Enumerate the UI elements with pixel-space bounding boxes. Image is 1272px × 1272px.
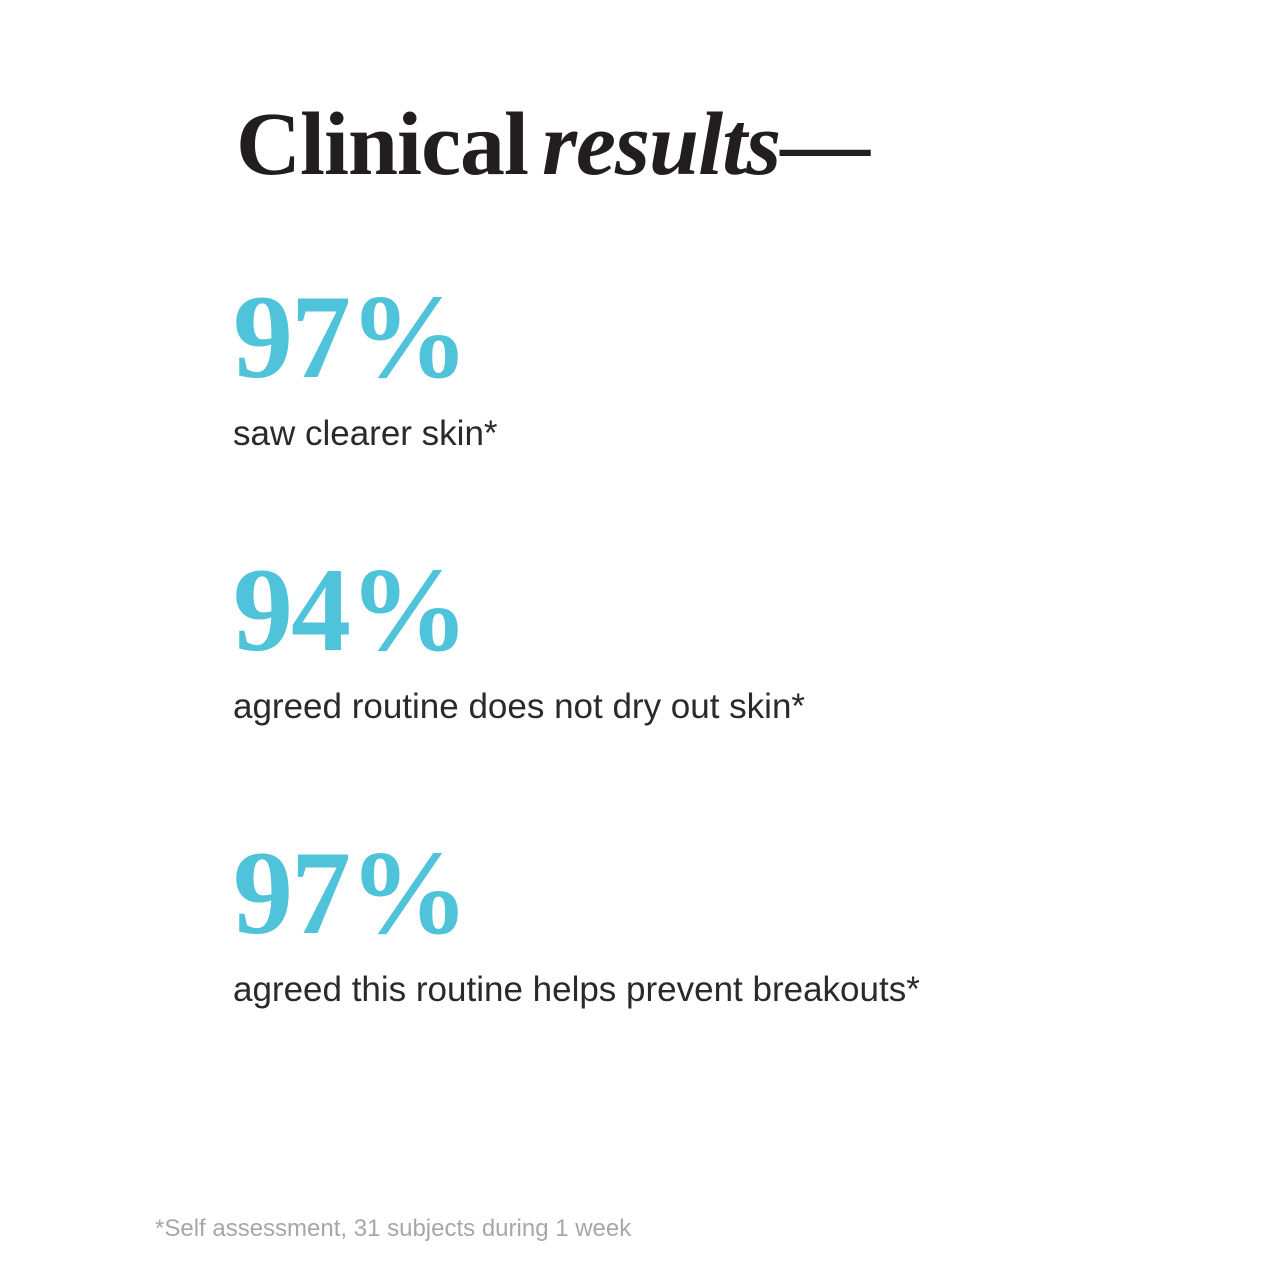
stat-value: 97%	[233, 826, 469, 959]
stat-label: agreed routine does not dry out skin*	[233, 687, 806, 726]
stat-value: 97%	[233, 270, 469, 403]
stat-block-prevent-breakouts: 97% agreed this routine helps prevent br…	[233, 833, 920, 1011]
footnote: *Self assessment, 31 subjects during 1 w…	[155, 1215, 632, 1242]
stat-label: saw clearer skin*	[233, 414, 498, 453]
title-italic-word: results	[542, 95, 781, 194]
stat-label: agreed this routine helps prevent breako…	[233, 970, 920, 1009]
title-em-dash: —	[780, 95, 871, 194]
page-title: Clinical results—	[236, 100, 870, 190]
stat-block-not-dry-skin: 94% agreed routine does not dry out skin…	[233, 550, 805, 728]
stat-value: 94%	[233, 543, 469, 676]
stat-block-clearer-skin: 97% saw clearer skin*	[233, 277, 498, 455]
title-regular-word: Clinical	[236, 95, 529, 194]
